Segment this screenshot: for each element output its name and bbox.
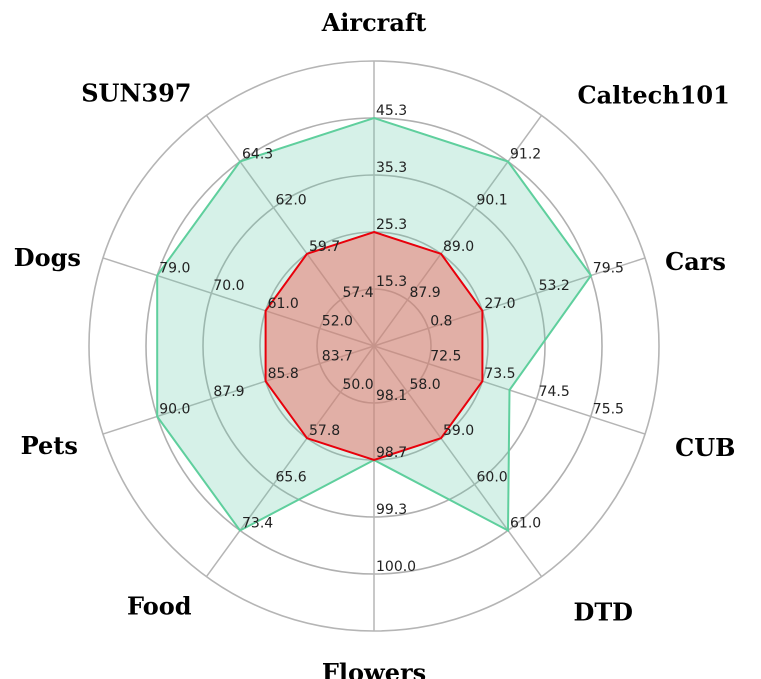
tick-label-flowers-3: 99.3	[376, 502, 407, 518]
tick-label-cars-1: 0.8	[430, 313, 452, 329]
tick-label-dogs-2: 61.0	[268, 296, 299, 312]
tick-label-sun397-3: 62.0	[276, 193, 307, 209]
tick-label-pets-1: 83.7	[322, 349, 353, 365]
category-label-flowers: Flowers	[322, 658, 426, 679]
tick-label-flowers-1: 98.1	[376, 388, 407, 404]
tick-label-aircraft-3: 35.3	[376, 160, 407, 176]
tick-label-caltech101-1: 87.9	[410, 285, 441, 301]
tick-label-food-2: 57.8	[309, 423, 340, 439]
tick-label-sun397-4: 64.3	[242, 147, 273, 163]
tick-label-cub-2: 73.5	[484, 366, 515, 382]
tick-label-dtd-4: 61.0	[510, 516, 541, 532]
tick-label-caltech101-3: 90.1	[477, 193, 508, 209]
category-label-dtd: DTD	[574, 598, 633, 627]
radar-series	[156, 116, 593, 533]
tick-label-sun397-1: 57.4	[343, 285, 374, 301]
tick-label-aircraft-2: 25.3	[376, 217, 407, 233]
category-label-dogs: Dogs	[14, 243, 81, 272]
tick-label-sun397-2: 59.7	[309, 239, 340, 255]
tick-label-aircraft-1: 15.3	[376, 274, 407, 290]
tick-label-dogs-3: 70.0	[213, 278, 244, 294]
tick-label-pets-2: 85.8	[268, 366, 299, 382]
tick-label-dtd-3: 60.0	[477, 469, 508, 485]
tick-label-caltech101-4: 91.2	[510, 147, 541, 163]
category-label-cars: Cars	[665, 247, 726, 276]
category-label-food: Food	[127, 592, 192, 621]
tick-label-cars-2: 27.0	[484, 296, 515, 312]
series-2-polygon	[264, 230, 484, 462]
category-label-cub: CUB	[675, 433, 735, 462]
tick-label-cub-4: 75.5	[593, 402, 624, 418]
radar-tick-labels: 15.3 25.3 35.3 45.3 87.9 89.0 90.1 91.2 0.8 27.0 5…	[159, 103, 624, 575]
category-label-aircraft: Aircraft	[321, 8, 427, 37]
tick-label-food-3: 65.6	[276, 469, 307, 485]
radar-category-labels: Aircraft Caltech101 Cars CUB DTD Flowers Food P…	[14, 8, 736, 679]
tick-label-aircraft-4: 45.3	[376, 103, 407, 119]
tick-label-flowers-2: 98.7	[376, 445, 407, 461]
category-label-caltech101: Caltech101	[578, 80, 730, 109]
category-label-sun397: SUN397	[81, 78, 191, 107]
tick-label-caltech101-2: 89.0	[443, 239, 474, 255]
tick-label-dogs-1: 52.0	[322, 313, 353, 329]
tick-label-dtd-1: 58.0	[410, 377, 441, 393]
tick-label-cars-4: 79.5	[593, 261, 624, 277]
tick-label-food-4: 73.4	[242, 516, 273, 532]
tick-label-food-1: 50.0	[343, 377, 374, 393]
tick-label-dtd-2: 59.0	[443, 423, 474, 439]
tick-label-dogs-4: 79.0	[159, 261, 190, 277]
tick-label-cars-3: 53.2	[539, 278, 570, 294]
category-label-pets: Pets	[21, 431, 78, 460]
tick-label-flowers-4: 100.0	[376, 559, 416, 575]
tick-label-cub-1: 72.5	[430, 349, 461, 365]
tick-label-pets-4: 90.0	[159, 402, 190, 418]
tick-label-cub-3: 74.5	[539, 384, 570, 400]
tick-label-pets-3: 87.9	[213, 384, 244, 400]
